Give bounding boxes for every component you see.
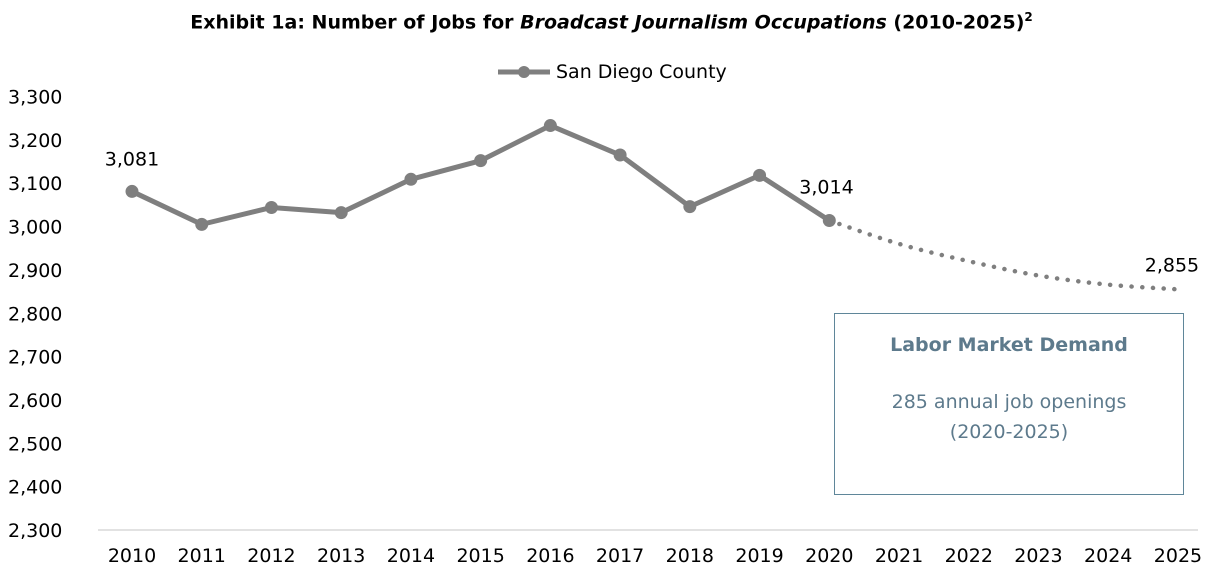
- data-point: [125, 184, 139, 198]
- series-line-projected: [827, 218, 1181, 292]
- x-tick-label: 2011: [178, 545, 226, 567]
- legend: San Diego County: [496, 61, 727, 83]
- data-label: 3,014: [799, 176, 853, 198]
- y-tick-label: 2,500: [8, 433, 62, 455]
- data-point: [195, 217, 209, 231]
- x-tick-label: 2010: [108, 545, 156, 567]
- title-italic: Broadcast Journalism Occupations: [520, 11, 887, 34]
- title-prefix: Exhibit 1a: Number of Jobs for: [190, 11, 521, 34]
- callout-line-2: (2020-2025): [949, 421, 1069, 443]
- data-point: [753, 168, 767, 182]
- x-tick-label: 2019: [735, 545, 783, 567]
- x-tick-label: 2021: [875, 545, 923, 567]
- x-tick-label: 2012: [247, 545, 295, 567]
- labor-market-callout: Labor Market Demand 285 annual job openi…: [834, 313, 1184, 495]
- x-tick-label: 2023: [1014, 545, 1062, 567]
- data-point: [613, 148, 627, 162]
- x-tick-label: 2018: [666, 545, 714, 567]
- y-tick-label: 2,600: [8, 390, 62, 412]
- data-point: [474, 154, 488, 168]
- x-tick-label: 2025: [1154, 545, 1202, 567]
- x-tick-label: 2015: [456, 545, 504, 567]
- x-tick-label: 2024: [1084, 545, 1132, 567]
- x-tick-label: 2022: [945, 545, 993, 567]
- chart-title: Exhibit 1a: Number of Jobs for Broadcast…: [0, 10, 1223, 33]
- x-tick-label: 2013: [317, 545, 365, 567]
- callout-body: 285 annual job openings (2020-2025): [835, 387, 1183, 447]
- data-point: [822, 213, 836, 227]
- data-label: 3,081: [105, 148, 159, 170]
- x-tick-label: 2020: [805, 545, 853, 567]
- series-line-actual: [130, 123, 831, 227]
- data-label: 2,855: [1145, 254, 1199, 276]
- y-tick-label: 2,300: [8, 520, 62, 542]
- title-footnote: 2: [1024, 10, 1033, 24]
- y-tick-label: 2,700: [8, 347, 62, 369]
- y-tick-label: 3,200: [8, 130, 62, 152]
- callout-heading: Labor Market Demand: [890, 334, 1128, 356]
- data-point: [543, 119, 557, 133]
- data-point: [334, 206, 348, 220]
- data-point: [264, 200, 278, 214]
- data-point: [404, 172, 418, 186]
- y-tick-label: 3,100: [8, 173, 62, 195]
- y-tick-label: 2,800: [8, 303, 62, 325]
- title-suffix: (2010-2025): [886, 11, 1025, 34]
- legend-label: San Diego County: [556, 61, 727, 83]
- callout-line-1: 285 annual job openings: [891, 391, 1127, 413]
- x-tick-label: 2014: [387, 545, 435, 567]
- x-tick-label: 2016: [526, 545, 574, 567]
- y-tick-label: 3,300: [8, 87, 62, 109]
- y-tick-label: 3,000: [8, 217, 62, 239]
- data-point: [683, 200, 697, 214]
- y-tick-label: 2,400: [8, 477, 62, 499]
- legend-marker-icon: [498, 66, 550, 78]
- x-tick-label: 2017: [596, 545, 644, 567]
- y-tick-label: 2,900: [8, 260, 62, 282]
